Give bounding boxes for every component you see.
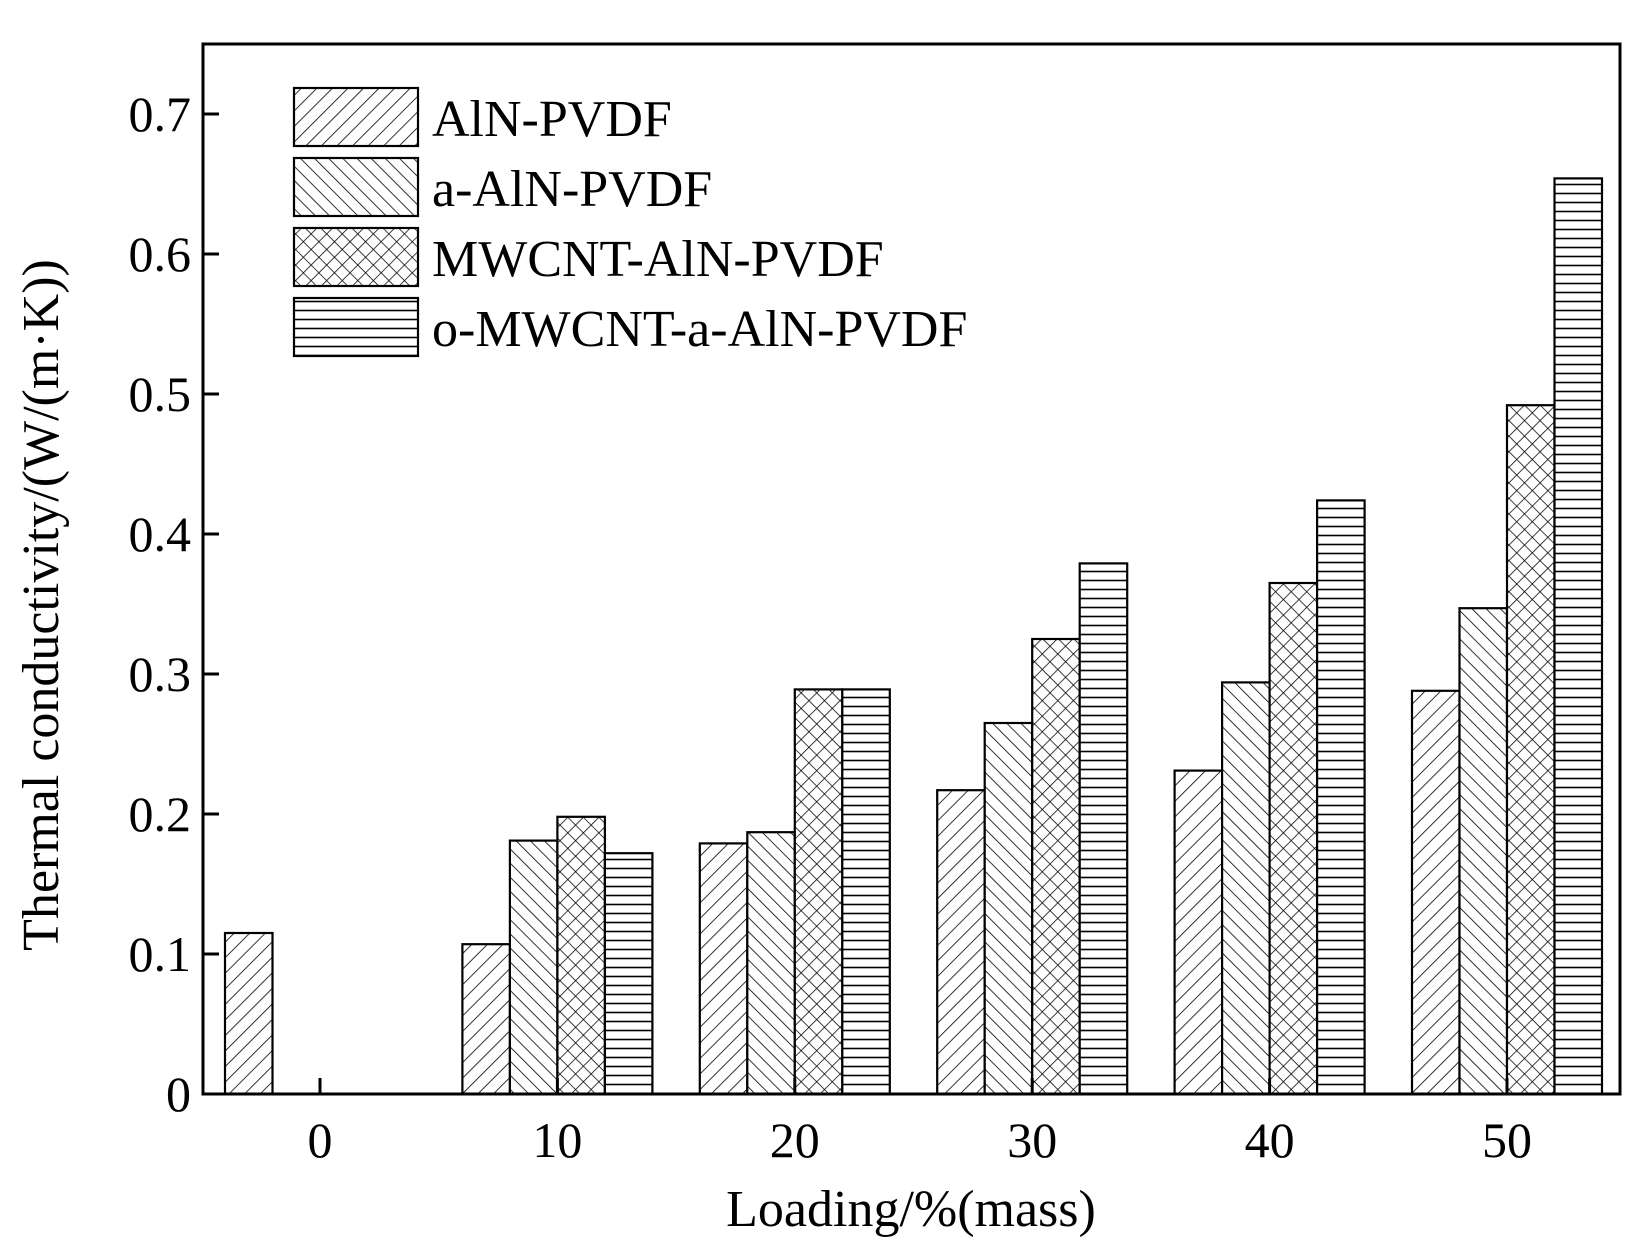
legend-swatch <box>292 156 420 218</box>
plot-frame <box>201 42 1622 1096</box>
x-tick-label: 50 <box>1482 1112 1532 1168</box>
bar-aln-pvdf-0 <box>223 931 274 1096</box>
x-tick-label: 30 <box>1007 1112 1057 1168</box>
bar-mwcnt-aln-pvdf-30 <box>1031 637 1081 1096</box>
legend-swatch <box>292 86 420 148</box>
bar-aln-pvdf-40 <box>1173 769 1224 1096</box>
bar-aln-pvdf-30 <box>936 789 986 1096</box>
bar-a-aln-pvdf-30 <box>983 721 1034 1096</box>
bar-o-mwcnt-a-aln-pvdf-30 <box>1078 562 1129 1096</box>
legend-swatch <box>292 296 420 358</box>
y-tick-label: 0.6 <box>129 226 192 282</box>
bar-o-mwcnt-a-aln-pvdf-10 <box>603 852 654 1096</box>
y-tick-label: 0.2 <box>129 786 192 842</box>
y-axis-title: Thermal conductivity/(W/(m·K)) <box>13 259 70 951</box>
bar-a-aln-pvdf-20 <box>746 831 796 1096</box>
legend-label: AlN-PVDF <box>432 91 672 148</box>
x-tick-label: 40 <box>1245 1112 1295 1168</box>
x-axis: 0 10 20 30 40 50 <box>308 1078 1532 1168</box>
legend-swatch <box>292 226 420 288</box>
y-tick-label: 0.4 <box>129 506 192 562</box>
x-tick-label: 10 <box>532 1112 582 1168</box>
bar-aln-pvdf-20 <box>698 842 749 1096</box>
legend-label: o-MWCNT-a-AlN-PVDF <box>432 301 967 358</box>
bar-o-mwcnt-a-aln-pvdf-40 <box>1315 499 1366 1096</box>
bars-group <box>223 177 1604 1096</box>
legend-label: MWCNT-AlN-PVDF <box>432 231 884 288</box>
y-tick-label: 0 <box>166 1066 191 1122</box>
bar-a-aln-pvdf-40 <box>1220 681 1271 1096</box>
y-tick-label: 0.7 <box>129 86 192 142</box>
y-tick-label: 0.3 <box>129 646 192 702</box>
bar-aln-pvdf-50 <box>1410 689 1461 1096</box>
bar-mwcnt-aln-pvdf-20 <box>793 688 844 1096</box>
bar-a-aln-pvdf-50 <box>1458 607 1509 1096</box>
x-axis-title: Loading/%(mass) <box>726 1181 1096 1238</box>
bar-aln-pvdf-10 <box>461 943 511 1096</box>
x-tick-label: 20 <box>770 1112 820 1168</box>
legend: AlN-PVDF a-AlN-PVDF MWCNT-AlN-PVDF o-MWCNT-… <box>292 86 967 358</box>
bar-o-mwcnt-a-aln-pvdf-20 <box>841 688 891 1096</box>
legend-label: a-AlN-PVDF <box>432 161 712 218</box>
bar-mwcnt-aln-pvdf-10 <box>556 815 607 1096</box>
bar-mwcnt-aln-pvdf-40 <box>1268 581 1319 1096</box>
x-tick-label: 0 <box>308 1112 333 1168</box>
bar-mwcnt-aln-pvdf-50 <box>1505 404 1556 1096</box>
bar-a-aln-pvdf-10 <box>508 839 559 1096</box>
y-axis: 0 0.1 0.2 0.3 0.4 0.5 0.6 0.7 <box>129 86 219 1122</box>
bar-o-mwcnt-a-aln-pvdf-50 <box>1553 177 1604 1096</box>
y-tick-label: 0.5 <box>129 366 192 422</box>
y-tick-label: 0.1 <box>129 926 192 982</box>
